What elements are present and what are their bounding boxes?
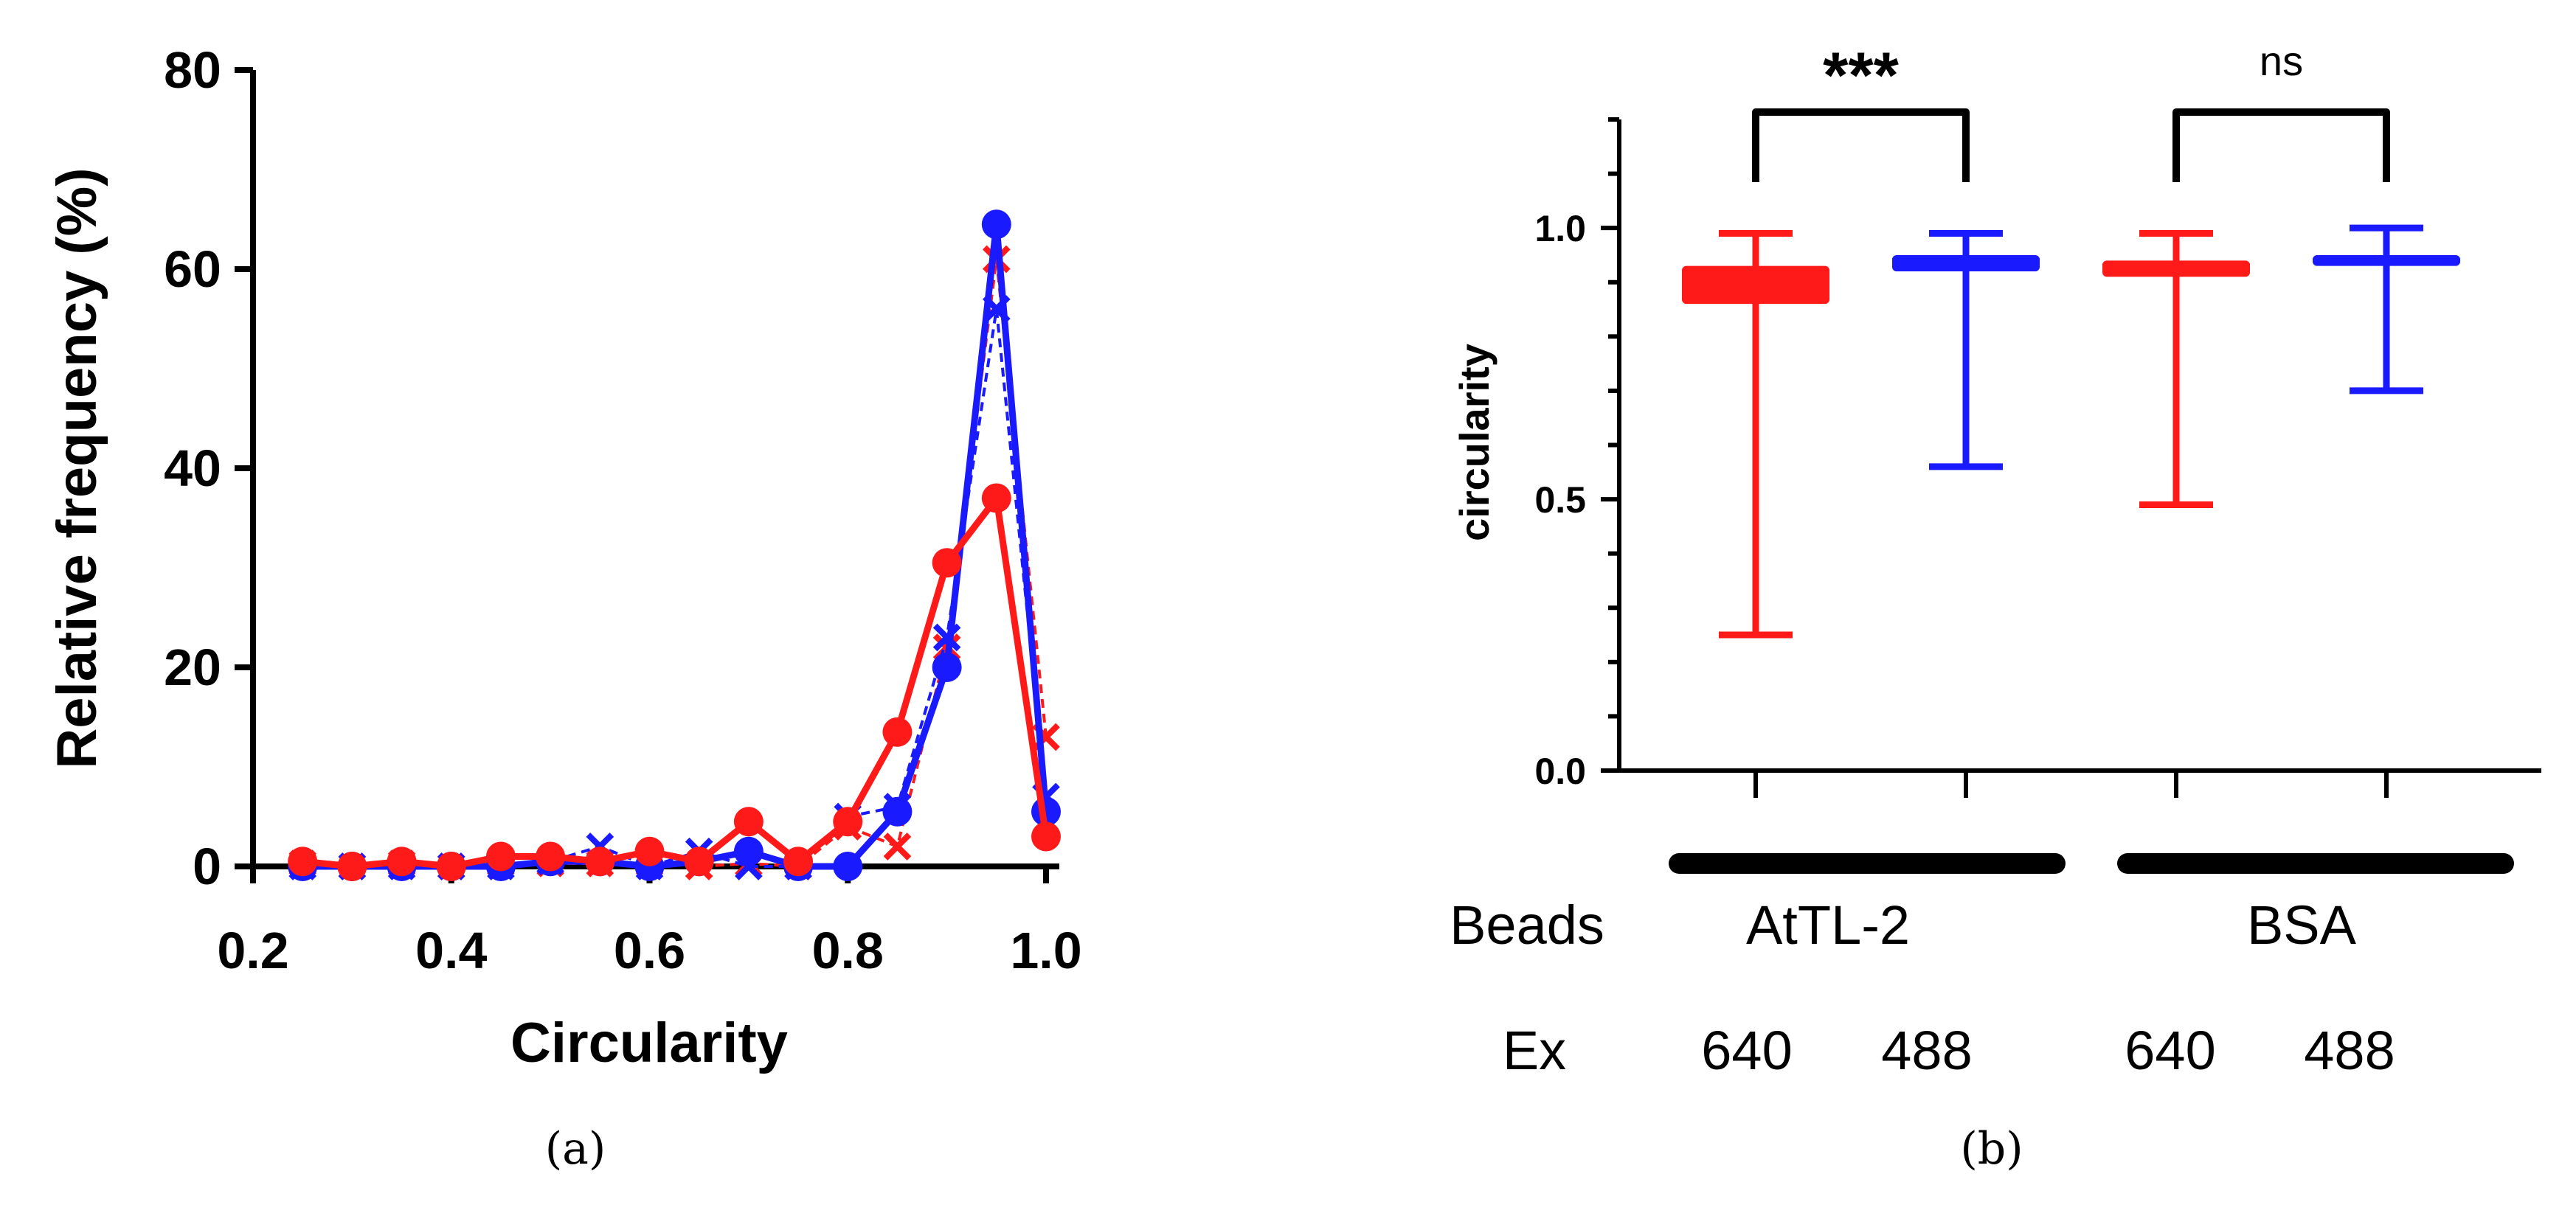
panel-a-x-tick-label: 1.0	[1010, 922, 1081, 979]
group-label-bsa: BSA	[2247, 894, 2357, 956]
ex-row-label: Ex	[1503, 1020, 1566, 1081]
ex-label-3: 640	[2125, 1020, 2215, 1081]
data-point-red-circle	[733, 807, 764, 837]
data-point-blue-circle	[733, 836, 764, 866]
panel-a-y-tick-label: 20	[164, 639, 221, 696]
data-point-red-circle	[436, 852, 466, 881]
panel-b-box-plot: 0.0 0.5 1.0 circularity *** ns Beads AtTL-2…	[1450, 38, 2541, 1175]
significance-bracket	[2172, 108, 2390, 182]
data-point-red-circle	[387, 847, 417, 877]
data-point-red-circle	[932, 548, 962, 578]
group-label-attl2: AtTL-2	[1746, 894, 1910, 956]
panel-a-x-tick-label: 0.8	[812, 922, 884, 979]
ex-label-4: 488	[2304, 1020, 2395, 1081]
data-point-blue-circle	[882, 796, 913, 827]
panel-b-y-tick-label: 0.0	[1534, 751, 1586, 792]
box-attl-2-640	[1682, 230, 1829, 639]
box-attl-2-488	[1892, 230, 2040, 470]
data-point-red-circle	[288, 847, 318, 877]
ex-label-2: 488	[1881, 1020, 1972, 1081]
data-point-red-x-dashed	[883, 833, 912, 861]
panel-a-y-axis-label: Relative frequency (%)	[46, 167, 108, 768]
series-line-blue-circle	[302, 220, 1050, 870]
series-line-red-circle	[302, 495, 1050, 870]
beads-row-label: Beads	[1450, 894, 1604, 956]
panel-b-y-tick-label: 1.0	[1534, 208, 1586, 249]
data-point-blue-circle	[981, 209, 1011, 240]
box-iqr	[1892, 254, 2040, 272]
data-point-blue-circle	[932, 653, 962, 682]
panel-a-x-tick-label: 0.2	[217, 922, 288, 979]
box-iqr	[2102, 260, 2250, 277]
panel-b-y-tick-label: 0.5	[1534, 479, 1586, 521]
panel-a-x-axis-label: Circularity	[510, 1012, 788, 1074]
panel-a-y-tick-label: 60	[164, 240, 221, 298]
data-point-blue-circle	[833, 852, 863, 881]
panel-a-line-chart: 0 20 40 60 80 0.2 0.4 0.6 0.8 1.0 Relative frequ…	[46, 41, 1082, 1175]
box-bsa-640	[2102, 230, 2250, 508]
panel-b-caption: (b)	[1960, 1123, 2023, 1175]
group-bar-bsa	[2117, 853, 2514, 874]
data-point-red-circle	[882, 717, 913, 747]
panel-a-y-tick-label: 0	[193, 838, 221, 895]
panel-a-x-tick-label: 0.6	[614, 922, 685, 979]
panel-a-y-tick-label: 80	[164, 41, 221, 99]
group-bar-attl2	[1669, 853, 2066, 874]
significance-bracket	[1752, 108, 1970, 182]
data-point-red-circle	[1031, 821, 1061, 852]
data-point-red-circle	[783, 847, 814, 877]
box-bsa-488	[2313, 224, 2460, 395]
panel-a-caption: (a)	[545, 1123, 606, 1175]
panel-a-y-tick-label: 40	[164, 439, 221, 497]
panel-a-x-tick-label: 0.4	[415, 922, 487, 979]
ex-label-1: 640	[1701, 1020, 1792, 1081]
data-point-red-circle	[634, 836, 665, 866]
data-point-red-circle	[833, 807, 863, 837]
panel-b-y-axis-label: circularity	[1451, 344, 1498, 541]
data-point-red-circle	[337, 852, 367, 881]
box-iqr	[1682, 265, 1829, 305]
significance-label: ns	[2260, 38, 2303, 84]
series-line-blue-x-dashed	[302, 307, 1048, 868]
data-point-red-circle	[585, 847, 615, 877]
data-point-red-circle	[981, 483, 1011, 513]
data-point-red-circle	[536, 841, 566, 872]
data-point-red-circle	[684, 847, 714, 877]
significance-label: ***	[1823, 38, 1899, 111]
data-point-red-circle	[485, 841, 516, 872]
